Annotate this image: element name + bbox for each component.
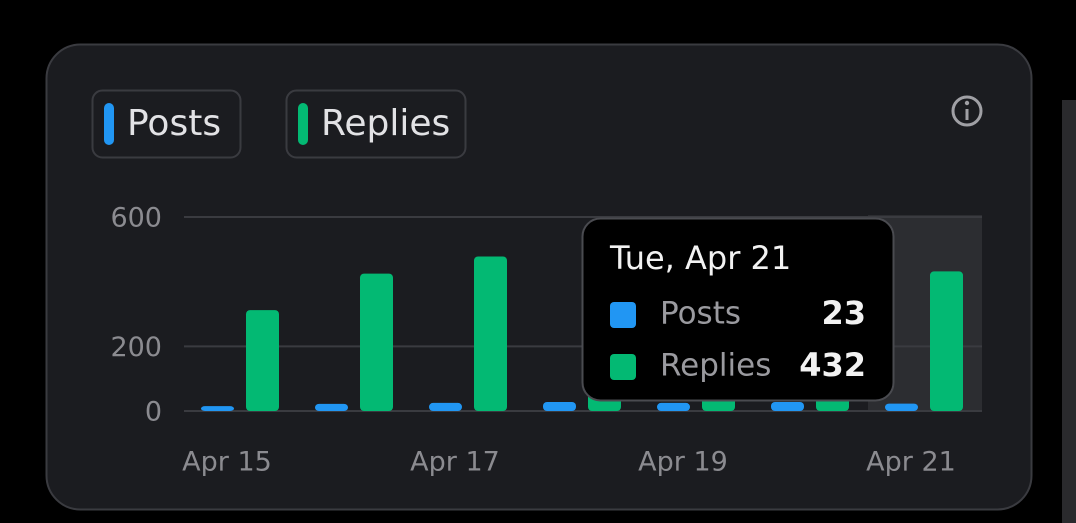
tooltip-swatch [610, 302, 636, 328]
legend-swatch [298, 103, 308, 145]
tooltip-label: Replies [660, 348, 771, 384]
x-tick-label: Apr 19 [638, 447, 728, 478]
bar [657, 402, 690, 411]
bar [771, 401, 804, 411]
bar [315, 403, 348, 411]
info-dot [964, 100, 970, 106]
legend-item[interactable]: Posts [91, 89, 242, 159]
tooltip-label: Posts [660, 296, 741, 332]
x-tick-label: Apr 15 [182, 447, 272, 478]
scrollbar [1062, 100, 1076, 523]
y-tick-label: 0 [145, 397, 162, 428]
bar [360, 273, 393, 411]
legend: Posts Replies [91, 89, 467, 159]
legend-item[interactable]: Replies [285, 89, 467, 159]
tooltip-title: Tue, Apr 21 [609, 239, 791, 277]
tooltip-box [581, 217, 895, 402]
bar [543, 401, 576, 411]
bar [429, 402, 462, 411]
bar [474, 256, 507, 411]
bar [930, 271, 963, 411]
bar [201, 406, 234, 411]
tooltip: Tue, Apr 21 Posts 23 Replies 432 [581, 217, 895, 402]
x-tick-label: Apr 21 [866, 447, 956, 478]
y-tick-label: 200 [110, 332, 162, 363]
legend-label: Posts [127, 103, 221, 144]
x-tick-label: Apr 17 [410, 447, 500, 478]
tooltip-value: 432 [799, 346, 866, 384]
info-icon[interactable] [951, 95, 983, 127]
tooltip-value: 23 [821, 294, 866, 332]
tooltip-swatch [610, 354, 636, 380]
legend-button [91, 89, 242, 159]
info-circle [951, 95, 983, 127]
legend-button [285, 89, 467, 159]
legend-label: Replies [321, 103, 450, 144]
bar [885, 403, 918, 411]
y-tick-label: 600 [110, 203, 162, 234]
legend-swatch [104, 103, 114, 145]
bar [246, 310, 279, 411]
